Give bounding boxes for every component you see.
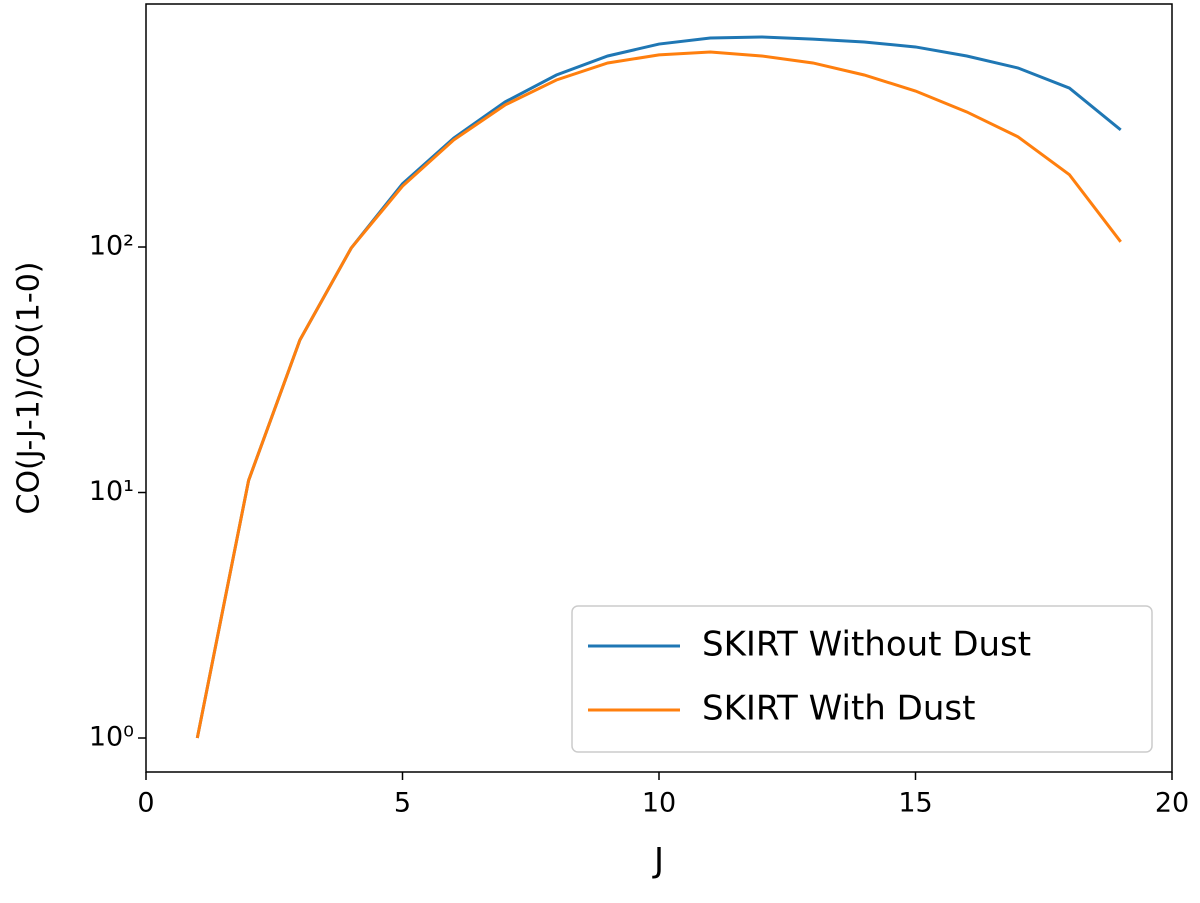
series-line bbox=[195, 50, 1122, 739]
legend-label: SKIRT Without Dust bbox=[702, 625, 1031, 665]
x-tick-label: 10 bbox=[642, 788, 676, 819]
x-tick-label: 0 bbox=[137, 788, 154, 819]
x-tick-label: 20 bbox=[1155, 788, 1189, 819]
legend-box bbox=[571, 605, 1153, 753]
y-tick-label: 10⁰ bbox=[89, 722, 134, 753]
legend-label: SKIRT With Dust bbox=[702, 689, 975, 729]
x-axis-label: J bbox=[652, 841, 664, 881]
x-tick-label: 15 bbox=[898, 788, 932, 819]
x-tick-label: 5 bbox=[394, 788, 411, 819]
y-tick-label: 10¹ bbox=[89, 476, 134, 507]
y-tick-label: 10² bbox=[89, 231, 134, 262]
y-axis-label: CO(J-J-1)/CO(1-0) bbox=[12, 261, 47, 514]
plot-frame bbox=[145, 3, 1173, 773]
legend: SKIRT Without Dust SKIRT With Dust bbox=[571, 605, 1153, 753]
